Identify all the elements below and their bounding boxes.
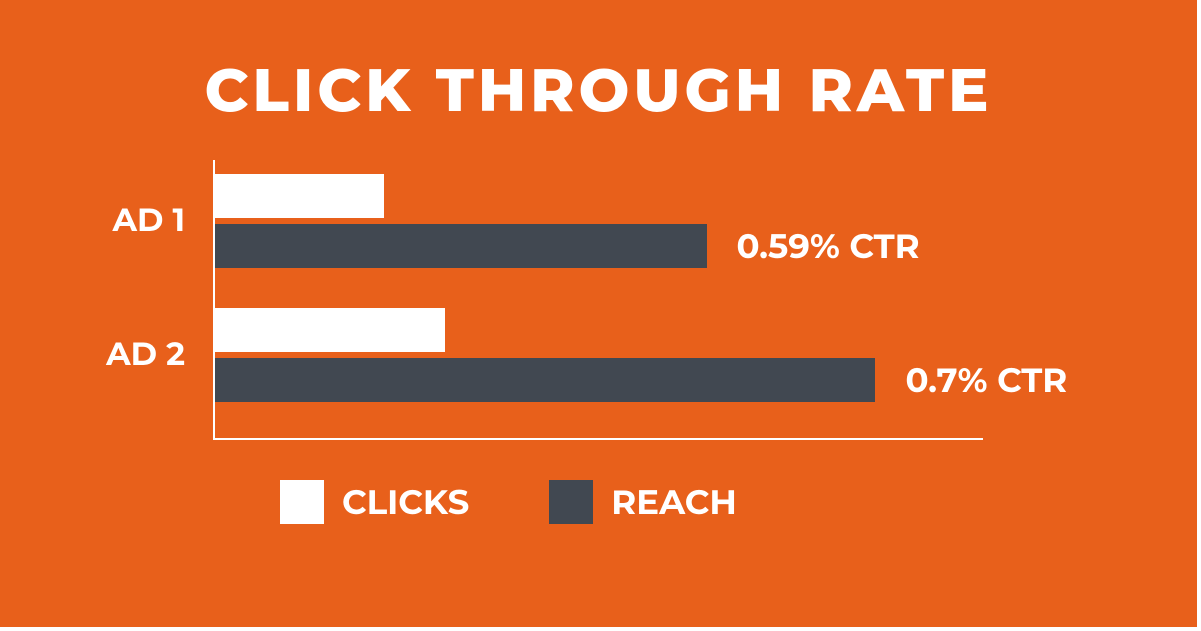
legend: CLICKS REACH [280,480,737,524]
bar-clicks [215,174,384,218]
category-label: AD 1 [112,201,185,240]
ctr-value-label: 0.7% CTR [905,359,1067,401]
legend-swatch-clicks [280,480,324,524]
chart-title: CLICK THROUGH RATE [0,54,1197,127]
ctr-chart-canvas: CLICK THROUGH RATE AD 1 0.59% CTR AD 2 0.7% … [0,0,1197,627]
legend-item-reach: REACH [549,480,737,524]
ctr-value-label: 0.59% CTR [737,225,920,267]
legend-label: CLICKS [342,481,469,523]
legend-swatch-reach [549,480,593,524]
category-label: AD 2 [106,335,185,374]
bar-chart [213,160,983,440]
legend-item-clicks: CLICKS [280,480,469,524]
x-axis [213,438,983,440]
bar-reach [215,358,875,402]
legend-label: REACH [611,481,737,523]
bar-reach [215,224,707,268]
bar-clicks [215,308,445,352]
